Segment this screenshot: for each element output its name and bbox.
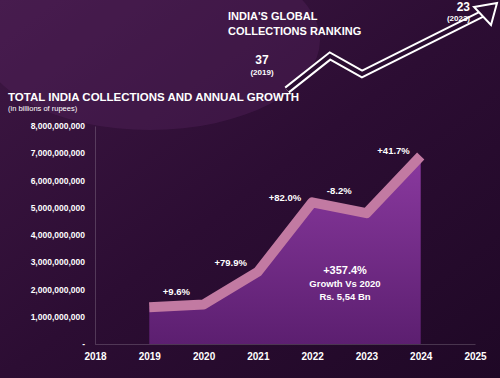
x-tick-label: 2023 (356, 351, 379, 362)
x-axis: 2018 2019 2020 2021 2022 2023 2024 2025 (84, 344, 487, 362)
ranking: INDIA'S GLOBALCOLLECTIONS RANKING 37(2019… (228, 0, 497, 90)
x-tick: 2023 (356, 344, 379, 362)
y-tick-label: 1,000,000,000 (31, 312, 86, 322)
data-line (149, 156, 420, 307)
x-tick-label: 2021 (247, 351, 270, 362)
y-tick: 5,000,000,000 (31, 203, 95, 213)
growth-label: +41.7% (377, 145, 410, 156)
callout-text: Growth Vs 2020 (309, 278, 380, 289)
y-axis-line (95, 127, 96, 345)
y-tick: 8,000,000,000 (31, 121, 95, 131)
ranking-arrow-outline (287, 14, 482, 90)
area-fill (149, 156, 420, 344)
x-tick-label: 2018 (84, 351, 107, 362)
y-tick-label: 5,000,000,000 (31, 203, 86, 213)
x-tick-label: 2025 (464, 351, 487, 362)
background-glow (0, 0, 320, 130)
chart-title: TOTAL INDIA COLLECTIONS AND ANNUAL GROWT… (8, 91, 299, 103)
y-tick: 6,000,000,000 (31, 176, 95, 186)
x-tick-label: 2020 (193, 351, 216, 362)
ranking-arrow-inner (287, 14, 482, 90)
y-tick: 3,000,000,000 (31, 257, 95, 267)
y-axis: - 1,000,000,000 2,000,000,000 3,000,000,000… (31, 121, 96, 349)
y-tick: - (82, 339, 95, 349)
plot-area (149, 156, 420, 344)
y-tick: 1,000,000,000 (31, 312, 95, 322)
x-tick: 2018 (84, 344, 107, 362)
x-tick: 2025 (464, 344, 487, 362)
growth-label: +9.6% (163, 286, 191, 297)
x-tick-label: 2019 (139, 351, 162, 362)
y-tick: 2,000,000,000 (31, 285, 95, 295)
x-tick-label: 2022 (302, 351, 325, 362)
ranking-end-label: (2023) (447, 14, 470, 23)
x-tick: 2021 (247, 344, 270, 362)
y-tick-label: - (82, 339, 85, 349)
y-tick-label: 7,000,000,000 (31, 148, 86, 158)
growth-label: +82.0% (269, 192, 302, 203)
growth-label: +79.9% (214, 257, 247, 268)
x-tick: 2024 (410, 344, 433, 362)
ranking-end-value: 23 (457, 0, 471, 14)
annotations: +9.6% +79.9% +82.0% -8.2% +41.7% (163, 145, 411, 297)
growth-label: -8.2% (327, 185, 352, 196)
x-tick: 2020 (193, 344, 216, 362)
y-tick-label: 3,000,000,000 (31, 257, 86, 267)
callout: +357.4% Growth Vs 2020 Rs. 5,54 Bn (309, 264, 380, 302)
callout-text: +357.4% (323, 264, 367, 276)
chart-root: TOTAL INDIA COLLECTIONS AND ANNUAL GROWT… (0, 0, 500, 378)
y-tick: 4,000,000,000 (31, 230, 95, 240)
y-tick-label: 4,000,000,000 (31, 230, 86, 240)
y-tick-label: 2,000,000,000 (31, 285, 86, 295)
ranking-title: INDIA'S GLOBALCOLLECTIONS RANKING (228, 10, 361, 37)
chart-subtitle: (in billions of rupees) (8, 104, 78, 113)
ranking-arrow-head (474, 3, 497, 25)
callout-text: Rs. 5,54 Bn (319, 291, 370, 302)
y-tick-label: 8,000,000,000 (31, 121, 86, 131)
y-tick: 7,000,000,000 (31, 148, 95, 158)
x-tick-label: 2024 (410, 351, 433, 362)
x-tick: 2022 (302, 344, 325, 362)
x-tick: 2019 (139, 344, 162, 362)
ranking-start-value: 37 (255, 53, 269, 67)
ranking-start-label: (2019) (250, 68, 273, 77)
x-axis-line (96, 344, 476, 345)
y-tick-label: 6,000,000,000 (31, 176, 86, 186)
